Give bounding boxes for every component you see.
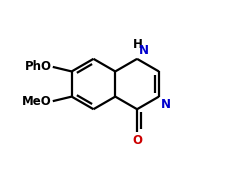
Text: H: H (133, 37, 143, 51)
Text: N: N (139, 44, 149, 57)
Text: MeO: MeO (22, 95, 52, 108)
Text: PhO: PhO (25, 60, 52, 73)
Text: O: O (132, 134, 142, 147)
Text: N: N (161, 98, 171, 111)
